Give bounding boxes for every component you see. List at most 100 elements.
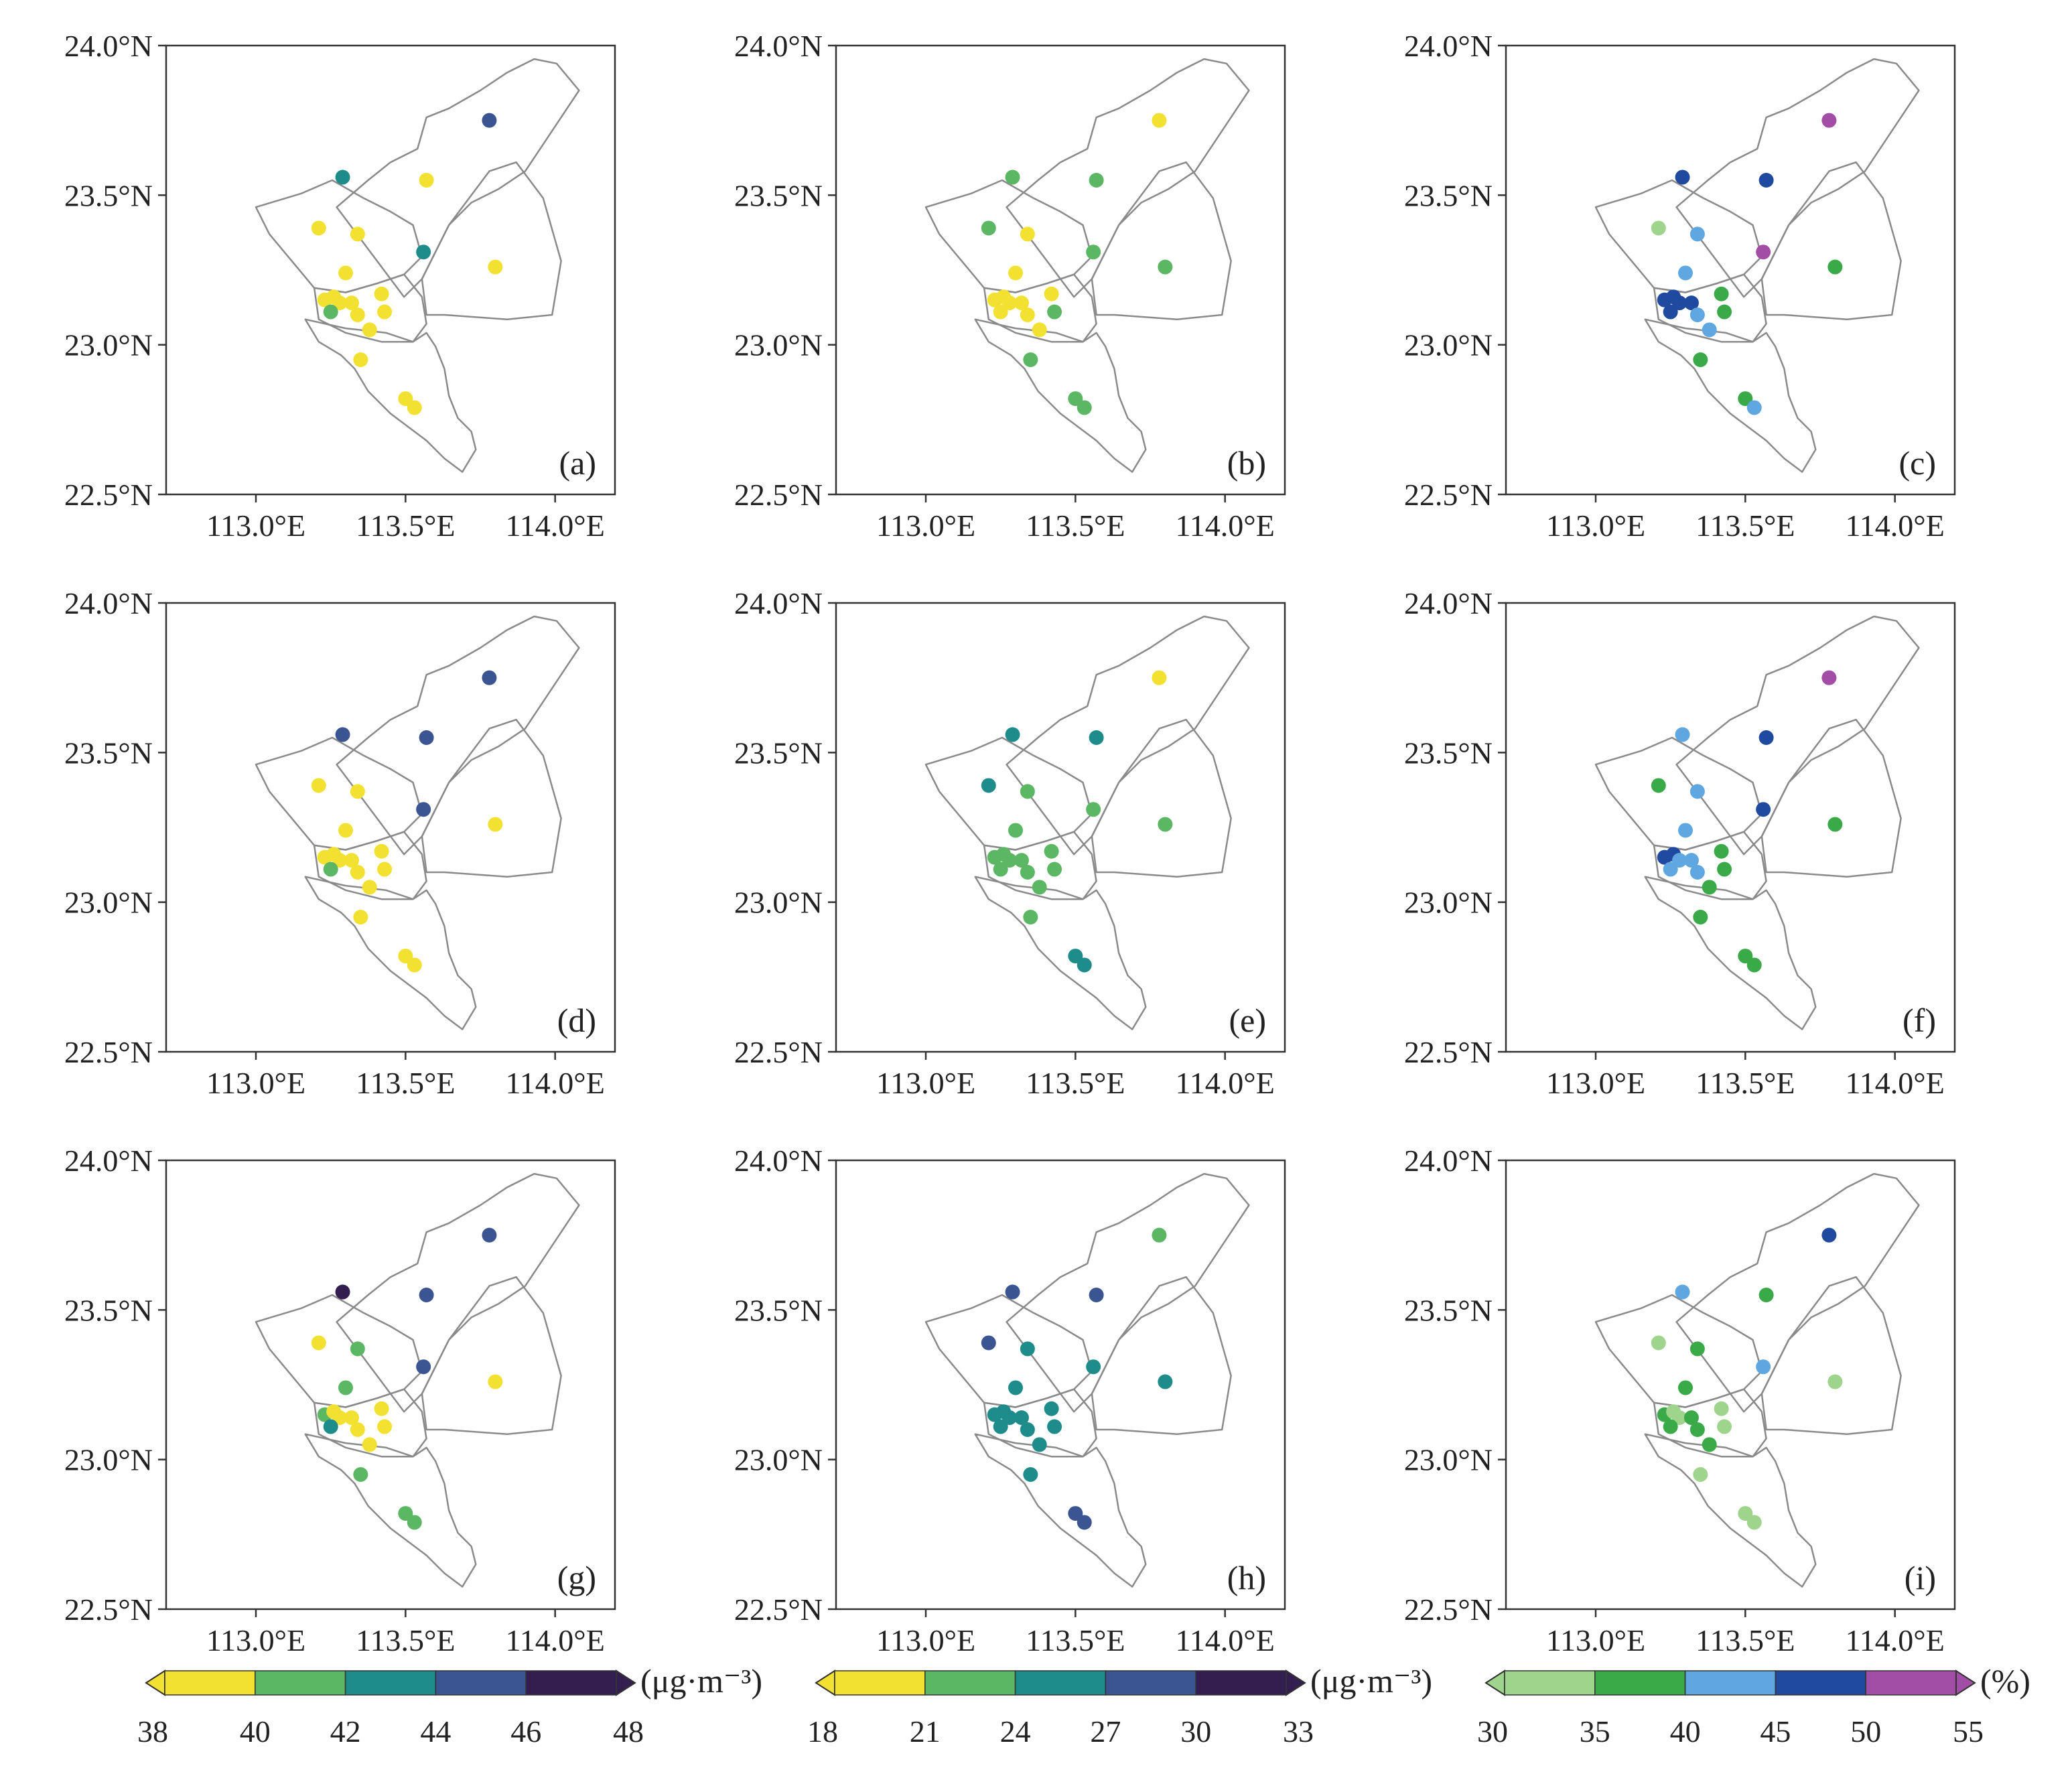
colorbar-tick-label: 48 [613,1714,644,1749]
station-marker [1714,843,1729,859]
station-marker [338,265,353,281]
station-marker [1002,295,1018,311]
station-marker [1158,817,1173,832]
y-tick-label: 23.5°N [1404,736,1493,770]
station-marker [362,880,377,895]
y-tick-label: 24.0°N [734,586,823,620]
colorbar: 18 21 24 27 30 33 (μg·m⁻³) [807,1662,1432,1749]
station-marker [1821,670,1837,685]
x-tick-label: 114.0°E [1846,1066,1945,1100]
panel-label: (d) [557,1002,596,1039]
station-marker [1152,1227,1167,1243]
district-boundary [974,876,1147,1030]
y-tick-label: 23.5°N [64,1293,153,1327]
district-boundary [974,318,1147,473]
district-boundary [983,1388,1097,1458]
station-marker [1032,880,1047,895]
y-tick-label: 22.5°N [734,1592,823,1627]
district-boundary [1653,831,1767,900]
station-marker [1047,304,1062,320]
map-panel: 24.0°N 23.5°N 23.0°N 22.5°N 113.0°E 113.5°E 11… [734,29,1286,543]
y-tick-label: 23.5°N [734,1293,823,1327]
district-boundary [924,179,1093,293]
map-panel: 24.0°N 23.5°N 23.0°N 22.5°N 113.0°E 113.5°E 11… [1404,29,1956,543]
map-frame [165,44,616,496]
colorbar-extend-high [1286,1669,1306,1696]
colorbar-segment [1594,1670,1686,1696]
district-boundary [1594,1294,1763,1408]
y-tick-label: 24.0°N [1404,1144,1493,1178]
district-boundary [1644,876,1817,1030]
colorbar-extend-low [145,1669,165,1696]
station-marker [482,670,497,685]
station-marker [1044,286,1059,301]
y-tick-label: 24.0°N [64,1144,153,1178]
map-panel: 24.0°N 23.5°N 23.0°N 22.5°N 113.0°E 113.5°E 11… [64,1144,616,1657]
district-boundary [1760,718,1902,878]
station-marker [1047,1419,1062,1434]
x-tick-label: 113.5°E [1696,1066,1795,1100]
colorbar-tick-label: 45 [1760,1714,1791,1749]
station-marker [1746,1515,1762,1530]
y-tick-label: 24.0°N [1404,586,1493,620]
station-marker [311,1335,326,1351]
x-tick-label: 113.0°E [876,1623,975,1657]
station-marker [993,862,1008,877]
panel-label: (i) [1905,1559,1936,1596]
station-marker [1821,113,1837,128]
station-marker [344,295,359,311]
colorbar-unit: (μg·m⁻³) [640,1662,762,1700]
x-tick-label: 113.5°E [1696,1623,1795,1657]
station-marker [482,113,497,128]
district-boundary [421,1276,562,1435]
station-marker [332,295,348,311]
station-marker [488,1374,503,1389]
station-marker [1068,391,1083,407]
y-tick-label: 23.0°N [64,1443,153,1477]
station-marker [1651,778,1666,793]
station-marker [1152,113,1167,128]
station-marker [1005,727,1020,742]
colorbar-segment [1504,1670,1596,1696]
station-marker [1702,1437,1717,1452]
station-marker [416,1359,431,1375]
station-marker [1689,226,1705,242]
colorbar-segment [1195,1670,1287,1696]
station-marker [311,778,326,793]
colorbar-tick-label: 18 [807,1714,838,1749]
station-marker [350,307,365,322]
station-marker [1693,352,1708,367]
station-marker [1044,843,1059,859]
district-boundary [255,736,423,851]
station-marker [1756,245,1771,260]
station-marker [350,1422,365,1437]
y-tick-label: 22.5°N [734,1035,823,1069]
colorbar-unit: (μg·m⁻³) [1310,1662,1432,1700]
district-boundary [924,1294,1093,1408]
panel-label: (b) [1227,444,1266,482]
station-marker [1717,862,1732,877]
district-boundary [304,318,477,473]
y-tick-label: 23.0°N [1404,328,1493,362]
station-marker [1756,1359,1771,1375]
colorbar-segment [344,1670,437,1696]
map-panel: 24.0°N 23.5°N 23.0°N 22.5°N 113.0°E 113.5°E 11… [734,586,1286,1100]
colorbar-extend-high [616,1669,636,1696]
colorbar-segment [1014,1670,1107,1696]
station-marker [332,1410,348,1426]
station-marker [1738,1506,1753,1521]
panel-label: (h) [1227,1559,1266,1596]
station-marker [1020,1341,1035,1357]
station-marker [1023,910,1038,925]
station-marker [407,400,422,415]
station-marker [1714,1401,1729,1416]
station-marker [362,322,377,338]
map-panel: 24.0°N 23.5°N 23.0°N 22.5°N 113.0°E 113.5°E 11… [1404,1144,1956,1657]
station-marker [1023,352,1038,367]
district-boundary [1006,615,1250,855]
district-boundary [983,831,1097,900]
station-marker [1663,862,1678,877]
station-marker [1738,949,1753,964]
station-marker [1020,1422,1035,1437]
colorbar-tick-label: 55 [1953,1714,1984,1749]
